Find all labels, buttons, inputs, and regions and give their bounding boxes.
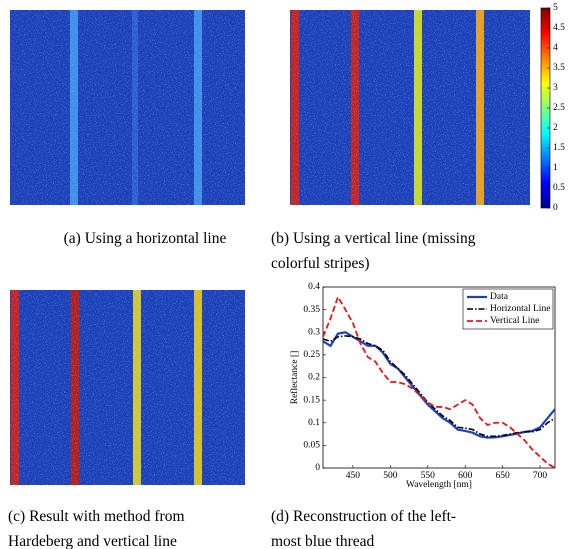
caption: (d) Reconstruction of the left- (271, 508, 456, 525)
colorbar-tick-label: 2.5 (553, 103, 565, 113)
y-tick-label: 0.15 (303, 395, 320, 405)
x-tick-label: 550 (421, 471, 436, 481)
image-a (10, 10, 245, 205)
colorbar-tick-label: 0 (553, 203, 558, 213)
colorbar-tick-label: 4.5 (553, 23, 565, 33)
legend-label: Horizontal Line (490, 304, 550, 314)
image-c (10, 290, 245, 485)
y-tick-label: 0.35 (303, 305, 320, 315)
caption: (a) Using a horizontal line (64, 230, 227, 247)
y-tick-label: 0.4 (308, 282, 320, 292)
x-tick-label: 650 (495, 471, 510, 481)
caption: Hardeberg and vertical line (8, 533, 177, 549)
series-line (323, 335, 555, 438)
colorbar-tick-label: 1 (553, 163, 558, 173)
series-line (323, 294, 555, 468)
caption: colorful stripes) (271, 255, 370, 272)
y-tick-label: 0.05 (303, 441, 320, 451)
x-axis-label: Wavelength [nm] (406, 480, 472, 490)
image-b (290, 10, 530, 205)
colorbar-tick-label: 2 (553, 123, 558, 133)
y-tick-label: 0.2 (308, 373, 320, 383)
legend-box (462, 288, 554, 330)
x-tick-label: 450 (346, 471, 361, 481)
colorbar-tick-label: 0.5 (553, 183, 565, 193)
legend-label: Vertical Line (490, 316, 539, 326)
colorbar-tick-label: 3 (553, 83, 558, 93)
caption: (b) Using a vertical line (missing (271, 230, 476, 247)
y-axis-label: Reflectance [] (289, 351, 300, 405)
colorbar-tick-label: 4 (553, 43, 558, 53)
colorbar-tick-label: 5 (553, 3, 558, 13)
colorbar-tick-label: 3.5 (553, 63, 565, 73)
colorbar-tick-label: 1.5 (553, 143, 565, 153)
x-tick-label: 700 (533, 471, 548, 481)
caption: most blue thread (271, 533, 375, 549)
legend-label: Data (490, 292, 509, 302)
y-tick-label: 0.1 (308, 418, 320, 428)
caption: (c) Result with method from (8, 508, 185, 525)
y-tick-label: 0 (315, 463, 320, 473)
y-tick-label: 0.3 (308, 327, 320, 337)
y-tick-label: 0.25 (303, 350, 320, 360)
x-tick-label: 600 (458, 471, 473, 481)
x-tick-label: 500 (383, 471, 398, 481)
